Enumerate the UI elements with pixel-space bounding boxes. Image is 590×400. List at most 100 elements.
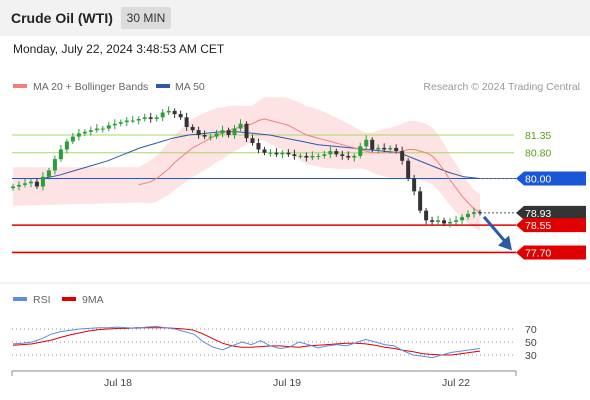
candle bbox=[202, 130, 207, 140]
candle bbox=[442, 217, 447, 227]
candle bbox=[94, 124, 99, 133]
candle bbox=[280, 150, 285, 159]
level-label-red: 78.55 bbox=[525, 220, 551, 232]
candle bbox=[292, 149, 297, 160]
candle bbox=[46, 167, 51, 180]
candle bbox=[178, 110, 183, 120]
candle bbox=[160, 108, 165, 122]
candle bbox=[460, 214, 465, 225]
candle bbox=[40, 172, 45, 191]
candle bbox=[154, 114, 159, 122]
candle bbox=[274, 148, 279, 157]
candle bbox=[244, 121, 249, 143]
credit-label: Research © 2024 Trading Central bbox=[423, 81, 580, 93]
candle bbox=[112, 119, 117, 130]
candle bbox=[418, 186, 423, 214]
candle bbox=[352, 153, 357, 162]
timeframe-button[interactable]: 30 MIN bbox=[121, 7, 171, 29]
bollinger-band-area bbox=[13, 97, 480, 231]
candle bbox=[388, 145, 393, 154]
candle bbox=[448, 218, 453, 228]
ma50-legend-label: MA 50 bbox=[175, 81, 205, 93]
candle bbox=[136, 116, 141, 125]
rsi-ma-legend-label: 9MA bbox=[82, 294, 104, 306]
x-tick-label: Jul 22 bbox=[442, 377, 470, 389]
candle bbox=[268, 149, 273, 157]
candle bbox=[172, 108, 177, 118]
candle bbox=[16, 181, 21, 191]
candle bbox=[118, 119, 123, 127]
level-label-green: 81.35 bbox=[525, 130, 551, 142]
candle bbox=[322, 150, 327, 159]
level-label-green: 80.80 bbox=[525, 148, 551, 160]
rsi-line bbox=[12, 325, 481, 359]
candle bbox=[196, 126, 201, 139]
candle bbox=[466, 210, 471, 220]
candle bbox=[286, 149, 291, 157]
candle bbox=[346, 151, 351, 161]
forecast-arrow-head bbox=[498, 235, 512, 251]
candle bbox=[358, 142, 363, 159]
candle bbox=[28, 179, 33, 188]
candle bbox=[298, 153, 303, 159]
current-price-label: 78.93 bbox=[525, 208, 551, 220]
candles bbox=[11, 106, 482, 228]
level-tag-red bbox=[516, 245, 586, 260]
candle bbox=[454, 215, 459, 225]
moving-averages bbox=[42, 118, 481, 213]
candle bbox=[256, 138, 261, 154]
candle bbox=[142, 113, 147, 122]
ma50-line bbox=[42, 131, 481, 179]
candle bbox=[382, 143, 387, 153]
candle bbox=[184, 112, 189, 131]
candle bbox=[70, 133, 75, 145]
rsi-legend-label: RSI bbox=[33, 294, 51, 306]
candle bbox=[88, 126, 93, 136]
candle bbox=[370, 137, 375, 153]
candle bbox=[130, 116, 135, 124]
ma20-line bbox=[138, 118, 481, 213]
candle bbox=[316, 153, 321, 160]
datetime-label: Monday, July 22, 2024 3:48:53 AM CET bbox=[13, 42, 225, 56]
candle bbox=[424, 208, 429, 225]
candle bbox=[76, 128, 81, 141]
ma20-legend-swatch bbox=[13, 84, 27, 88]
candle bbox=[190, 124, 195, 133]
candle bbox=[400, 146, 405, 165]
x-tick-label: Jul 19 bbox=[273, 377, 301, 389]
ma50-legend-swatch bbox=[156, 84, 170, 88]
candle bbox=[310, 151, 315, 161]
candle bbox=[82, 129, 87, 136]
candle bbox=[328, 146, 333, 159]
candle bbox=[58, 144, 63, 162]
candle bbox=[472, 207, 477, 218]
candle bbox=[226, 127, 231, 138]
candle bbox=[340, 150, 345, 160]
rsi-level-label: 50 bbox=[525, 337, 537, 349]
candle bbox=[250, 134, 255, 146]
candle bbox=[436, 215, 441, 226]
candle bbox=[208, 134, 213, 141]
candle bbox=[214, 129, 219, 140]
level-label-blue: 80.00 bbox=[525, 173, 551, 185]
candle bbox=[220, 125, 225, 138]
rsi-level-label: 30 bbox=[525, 350, 537, 362]
candle bbox=[106, 121, 111, 132]
candle bbox=[406, 158, 411, 182]
rsi-ma-legend-swatch bbox=[62, 297, 76, 301]
candle bbox=[232, 125, 237, 139]
rsi-legend-swatch bbox=[13, 297, 27, 301]
bollinger-band bbox=[13, 97, 480, 231]
candle bbox=[364, 135, 369, 151]
candle bbox=[430, 216, 435, 225]
current-price-tag bbox=[516, 205, 586, 220]
ma20-legend-label: MA 20 + Bollinger Bands bbox=[33, 81, 148, 93]
candle bbox=[262, 146, 267, 156]
candle bbox=[394, 144, 399, 154]
candle bbox=[52, 155, 57, 175]
instrument-title: Crude Oil (WTI) bbox=[11, 10, 113, 26]
candle bbox=[412, 174, 417, 196]
forecast-arrow-shaft bbox=[482, 215, 508, 244]
